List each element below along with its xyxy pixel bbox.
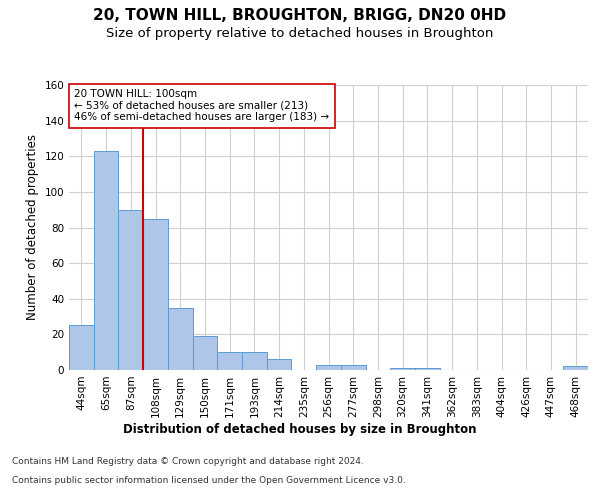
Text: 20 TOWN HILL: 100sqm
← 53% of detached houses are smaller (213)
46% of semi-deta: 20 TOWN HILL: 100sqm ← 53% of detached h…: [74, 90, 329, 122]
Text: Contains public sector information licensed under the Open Government Licence v3: Contains public sector information licen…: [12, 476, 406, 485]
Bar: [143, 218, 168, 370]
Bar: [415, 368, 440, 370]
Bar: [217, 352, 242, 370]
Bar: [94, 151, 118, 370]
Bar: [316, 364, 341, 370]
Bar: [563, 366, 588, 370]
Bar: [168, 308, 193, 370]
Text: Size of property relative to detached houses in Broughton: Size of property relative to detached ho…: [106, 28, 494, 40]
Bar: [193, 336, 217, 370]
Bar: [242, 352, 267, 370]
Bar: [267, 360, 292, 370]
Bar: [118, 210, 143, 370]
Text: Distribution of detached houses by size in Broughton: Distribution of detached houses by size …: [123, 422, 477, 436]
Bar: [341, 364, 365, 370]
Bar: [69, 326, 94, 370]
Y-axis label: Number of detached properties: Number of detached properties: [26, 134, 39, 320]
Text: 20, TOWN HILL, BROUGHTON, BRIGG, DN20 0HD: 20, TOWN HILL, BROUGHTON, BRIGG, DN20 0H…: [94, 8, 506, 22]
Text: Contains HM Land Registry data © Crown copyright and database right 2024.: Contains HM Land Registry data © Crown c…: [12, 458, 364, 466]
Bar: [390, 368, 415, 370]
